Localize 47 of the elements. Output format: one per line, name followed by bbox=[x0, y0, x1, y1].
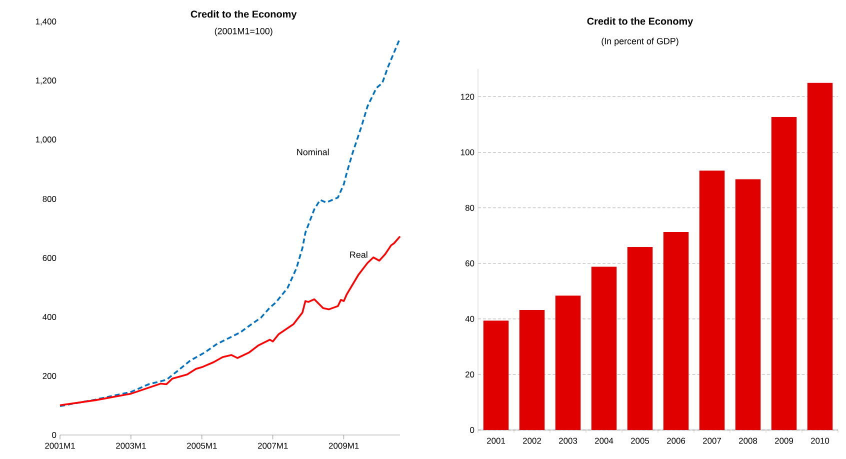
y-tick-label: 600 bbox=[42, 255, 56, 261]
y-tick-label: 20 bbox=[465, 371, 474, 378]
x-tick-label: 2008 bbox=[739, 438, 758, 444]
x-tick-label: 2009M1 bbox=[328, 442, 359, 449]
x-tick-label: 2009 bbox=[775, 438, 794, 444]
x-tick-label: 2001M1 bbox=[45, 442, 75, 449]
y-tick-label: 400 bbox=[42, 314, 56, 320]
y-tick-label: 800 bbox=[42, 196, 56, 202]
y-tick-label: 100 bbox=[461, 149, 474, 156]
x-tick-label: 2005M1 bbox=[187, 442, 217, 449]
chart-title: Credit to the Economy bbox=[190, 10, 297, 20]
bar bbox=[483, 320, 509, 430]
y-tick-label: 1,200 bbox=[36, 78, 56, 84]
x-tick-label: 2004 bbox=[595, 438, 614, 444]
y-tick-label: 80 bbox=[465, 204, 474, 211]
y-tick-label: 1,400 bbox=[36, 18, 56, 26]
x-tick-label: 2002 bbox=[523, 438, 541, 444]
x-tick-label: 2006 bbox=[667, 438, 686, 444]
x-tick-label: 2005 bbox=[631, 438, 650, 444]
y-tick-label: 0 bbox=[52, 432, 56, 438]
y-tick-label: 120 bbox=[461, 94, 474, 100]
bar bbox=[807, 82, 833, 430]
bar bbox=[555, 296, 581, 430]
y-tick-label: 200 bbox=[42, 373, 56, 379]
line-series bbox=[59, 236, 401, 406]
text: (2001M1=100) bbox=[214, 28, 272, 36]
x-tick-label: 2007 bbox=[703, 438, 721, 444]
y-tick-label: 60 bbox=[466, 260, 474, 266]
bar bbox=[591, 266, 617, 430]
bar bbox=[663, 232, 689, 430]
y-tick-label: 40 bbox=[465, 316, 474, 322]
y-tick-label: 1,000 bbox=[36, 136, 56, 144]
chart-subtitle: (In percent of GDP) bbox=[602, 38, 678, 46]
x-tick-label: 2001 bbox=[487, 438, 506, 444]
bar bbox=[519, 310, 545, 430]
text: Nominal bbox=[297, 148, 329, 156]
bar bbox=[699, 170, 725, 430]
x-tick-label: 2003M1 bbox=[116, 442, 146, 449]
x-tick-label: 2010 bbox=[811, 438, 830, 444]
bar bbox=[735, 179, 761, 430]
y-tick-label: 0 bbox=[470, 427, 474, 433]
bar bbox=[771, 117, 797, 430]
series-label: Real bbox=[350, 251, 368, 258]
x-tick-label: 2003 bbox=[559, 438, 578, 444]
x-tick-label: 2007M1 bbox=[258, 442, 288, 449]
bar bbox=[627, 247, 653, 430]
chart-title: Credit to the Economy bbox=[587, 17, 694, 27]
